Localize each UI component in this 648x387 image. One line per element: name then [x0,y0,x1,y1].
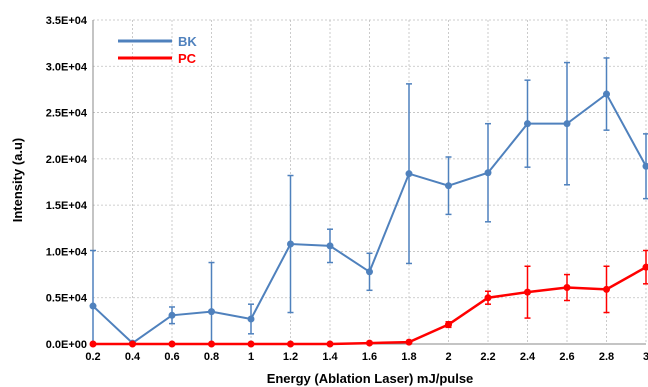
series-bk [89,57,648,347]
data-point [603,90,610,98]
data-point [326,340,334,348]
x-tick-label: 1.4 [322,351,338,363]
data-point [445,182,452,190]
data-point [326,242,334,250]
data-point [405,170,413,178]
y-tick-label: 1.5E+04 [46,200,88,212]
y-tick-label: 0.0E+00 [46,339,87,351]
data-point [208,308,215,316]
x-tick-label: 2.2 [480,351,495,363]
data-point [287,340,294,348]
data-point [168,311,176,319]
y-axis-title: Intensity (a.u) [10,138,25,223]
legend-label-pc: PC [178,51,197,66]
data-point [208,340,215,348]
data-point [603,285,610,293]
grid [93,19,647,344]
x-tick-label: 2 [445,351,451,363]
legend: BK PC [118,34,197,66]
x-tick-label: 0.4 [125,351,141,363]
data-point [247,340,255,348]
x-tick-label: 0.8 [204,351,219,363]
data-point [524,288,531,296]
y-tick-labels: 0.0E+00 0.5E+04 1.0E+04 1.5E+04 2.0E+04 2.5E+… [46,15,88,351]
data-point [129,340,136,348]
data-point [563,284,571,292]
data-point [484,169,492,177]
data-point [524,120,531,128]
x-tick-label: 3 [643,351,648,363]
x-tick-label: 0.6 [164,351,179,363]
x-tick-label: 2.6 [559,351,574,363]
x-tick-label: 2.8 [599,351,614,363]
data-series [89,57,648,348]
y-tick-label: 2.0E+04 [46,154,88,166]
data-point [642,263,648,271]
x-tick-label: 1.2 [283,351,298,363]
y-tick-label: 2.5E+04 [46,108,88,120]
data-point [405,338,413,346]
legend-label-bk: BK [178,34,197,49]
x-tick-label: 1.6 [362,351,377,363]
data-point [563,120,571,128]
x-axis-title: Energy (Ablation Laser) mJ/pulse [267,371,474,386]
data-point [366,339,373,347]
y-tick-label: 3.0E+04 [46,61,88,73]
data-point [484,294,492,302]
y-tick-label: 1.0E+04 [46,246,88,258]
data-point [287,240,294,248]
data-point [445,321,452,329]
data-point [642,162,648,170]
x-tick-label: 1.8 [401,351,416,363]
x-tick-labels: 0.2 0.4 0.6 0.8 1 1.2 1.4 1.6 1.8 2 2.2 2.4 2.6 2.8 3 [85,351,648,363]
y-tick-label: 0.5E+04 [46,293,88,305]
data-point [168,340,176,348]
data-point [89,302,97,310]
x-tick-label: 2.4 [520,351,536,363]
x-tick-label: 1 [248,351,254,363]
x-tick-label: 0.2 [85,351,100,363]
data-point [89,340,97,348]
data-point [247,315,255,323]
y-tick-label: 3.5E+04 [46,15,88,27]
data-point [366,268,373,276]
series-pc [89,249,648,348]
